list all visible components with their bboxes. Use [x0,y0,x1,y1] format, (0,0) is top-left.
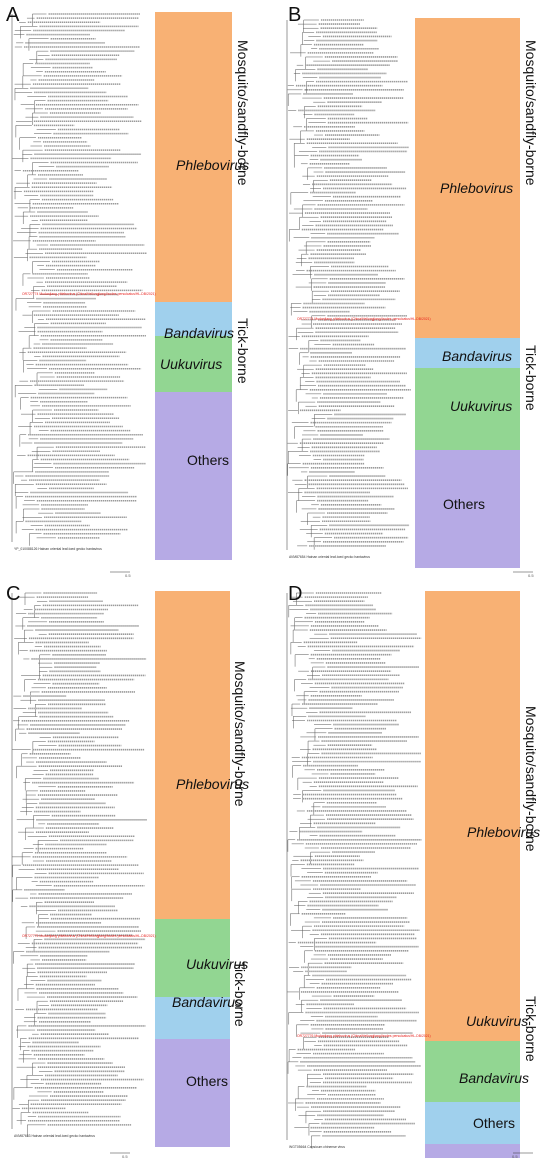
tree-branches [12,592,147,1137]
tree-c: OR727775 Mudanjiang phlebovirus (China/H… [11,591,230,1154]
tick-borne-label: Tick-borne [523,345,539,411]
panel-letter: A [6,4,20,26]
others-label: Others [186,1073,229,1089]
uukuvirus-band [425,1041,520,1102]
panel-b: OR727774 Mudanjiang phlebovirus (China/H… [275,0,550,581]
highlight-taxon: OR727774 Mudanjiang phlebovirus (China/H… [297,317,431,321]
phlebovirus-label: Phlebovirus [467,824,541,840]
tick-borne-label: Tick-borne [232,961,248,1027]
bandavirus-label: Bandavirus [459,1070,530,1086]
others-band [155,1039,230,1147]
mosquito-borne-label: Mosquito/sandfly-borne [523,40,539,186]
phlebovirus-band [155,12,232,302]
others-band [155,392,232,560]
uukuvirus-label: Uukuvirus [160,356,223,372]
highlight-taxon: OR727776 Mudanjiang phlebovirus (China/H… [297,1034,431,1038]
phlebovirus-label: Phlebovirus [176,157,250,173]
others-label: Others [473,1115,516,1131]
bandavirus-label: Bandavirus [164,325,235,341]
phlebovirus-band [155,591,230,919]
others-band [415,450,520,568]
others-band [425,1144,520,1158]
uukuvirus-label: Uukuvirus [466,1013,529,1029]
tree-d: OR727776 Mudanjiang phlebovirus (China/H… [286,591,533,1158]
uukuvirus-label: Uukuvirus [186,956,249,972]
highlight-taxon: OR727775 Mudanjiang phlebovirus (China/H… [22,934,156,938]
panel-c: OR727775 Mudanjiang phlebovirus (China/H… [0,581,275,1162]
mosquito-borne-label: Mosquito/sandfly-borne [235,40,251,186]
mosquito-borne-label: Mosquito/sandfly-borne [523,706,539,852]
tick-borne-label: Tick-borne [523,996,539,1062]
others-label: Others [443,496,486,512]
phlebovirus-label: Phlebovirus [176,776,250,792]
outgroup-taxon: AVM87654 Hainan oriental leaf-toed gecko… [289,555,370,559]
uukuvirus-band [155,336,232,392]
tree-branches [287,592,422,1148]
tick-borne-label: Tick-borne [235,318,251,384]
tree-a: OR727774 Mudanjiang phlebovirus (China/H… [11,12,232,573]
outgroup-taxon: WGT05664 Capsicum chinense virus [289,1145,345,1149]
scale-bar-label: 0.5 [125,573,131,578]
tree-branches [287,19,411,550]
outgroup-taxon: YP_010088126 Hainan oriental leaf-toed g… [14,547,102,551]
panel-a: OR727774 Mudanjiang phlebovirus (China/H… [0,0,275,581]
bandavirus-label: Bandavirus [442,348,513,364]
phlebovirus-label: Phlebovirus [440,180,514,196]
phlebovirus-band [415,18,520,338]
others-label: Others [187,452,230,468]
uukuvirus-band [155,919,230,997]
tree-branches [12,13,147,546]
bandavirus-band [425,1102,520,1144]
scale-bar-label: 0.5 [512,1154,518,1159]
uukuvirus-label: Uukuvirus [450,398,513,414]
tree-b: OR727774 Mudanjiang phlebovirus (China/H… [286,18,533,573]
mosquito-borne-label: Mosquito/sandfly-borne [232,661,248,807]
panel-letter: B [288,4,302,26]
scale-bar-label: 0.5 [528,573,534,578]
bandavirus-band [155,302,232,336]
uukuvirus-band [415,368,520,450]
panel-letter: D [288,583,303,605]
panel-letter: C [6,583,21,605]
phlebovirus-band [425,591,520,1041]
scale-bar-label: 0.5 [122,1154,128,1159]
bandavirus-label: Bandavirus [172,994,243,1010]
outgroup-taxon: AVM87653 Hainan oriental leaf-toed gecko… [14,1134,95,1138]
bandavirus-band [155,997,230,1039]
bandavirus-band [415,338,520,368]
highlight-taxon: OR727774 Mudanjiang phlebovirus (China/H… [22,292,156,296]
panel-d: OR727776 Mudanjiang phlebovirus (China/H… [275,581,550,1162]
